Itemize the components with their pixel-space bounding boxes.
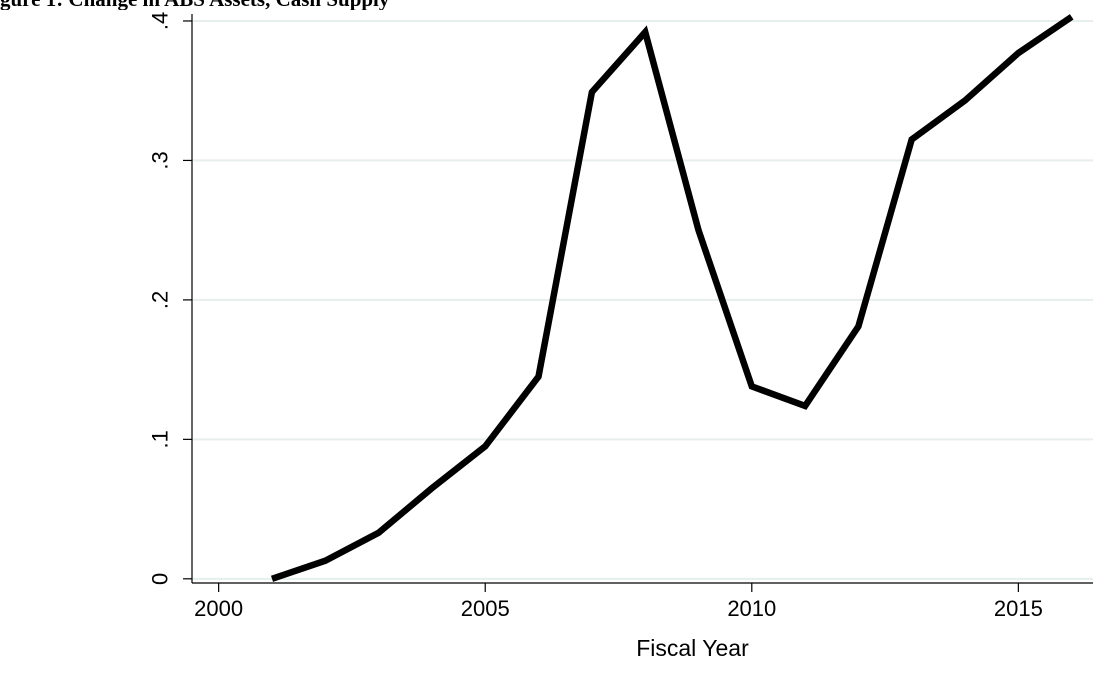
x-tick-label-0: 2000 <box>194 596 243 621</box>
chart-title: gure 1: Change in ABS Assets, Cash Suppl… <box>0 0 1113 10</box>
data-point-2002 <box>324 560 326 562</box>
x-tick-label-1: 2005 <box>461 596 510 621</box>
data-point-2013 <box>911 139 913 141</box>
y-tick-label-0: 0 <box>148 573 173 585</box>
data-point-2009 <box>697 229 699 231</box>
data-point-2007 <box>591 91 593 93</box>
y-tick-label-3: .3 <box>148 151 173 169</box>
data-point-2011 <box>804 405 806 407</box>
y-tick-label-1: .1 <box>148 430 173 448</box>
y-tick-label-2: .2 <box>148 291 173 309</box>
x-tick-label-3: 2015 <box>994 596 1043 621</box>
data-point-2010 <box>751 385 753 387</box>
y-tick-label-4: .4 <box>148 12 173 30</box>
x-tick-label-2: 2010 <box>727 596 776 621</box>
data-point-2016 <box>1071 16 1073 18</box>
data-point-2008 <box>644 31 646 33</box>
data-point-2012 <box>857 325 859 327</box>
data-point-2001 <box>271 578 273 580</box>
series-line-0 <box>270 14 1074 582</box>
data-point-2005 <box>484 445 486 447</box>
data-point-2014 <box>964 99 966 101</box>
data-point-2015 <box>1017 52 1019 54</box>
data-point-2004 <box>431 487 433 489</box>
data-point-2006 <box>538 376 540 378</box>
data-point-2003 <box>378 532 380 534</box>
x-axis-title: Fiscal Year <box>636 635 749 661</box>
